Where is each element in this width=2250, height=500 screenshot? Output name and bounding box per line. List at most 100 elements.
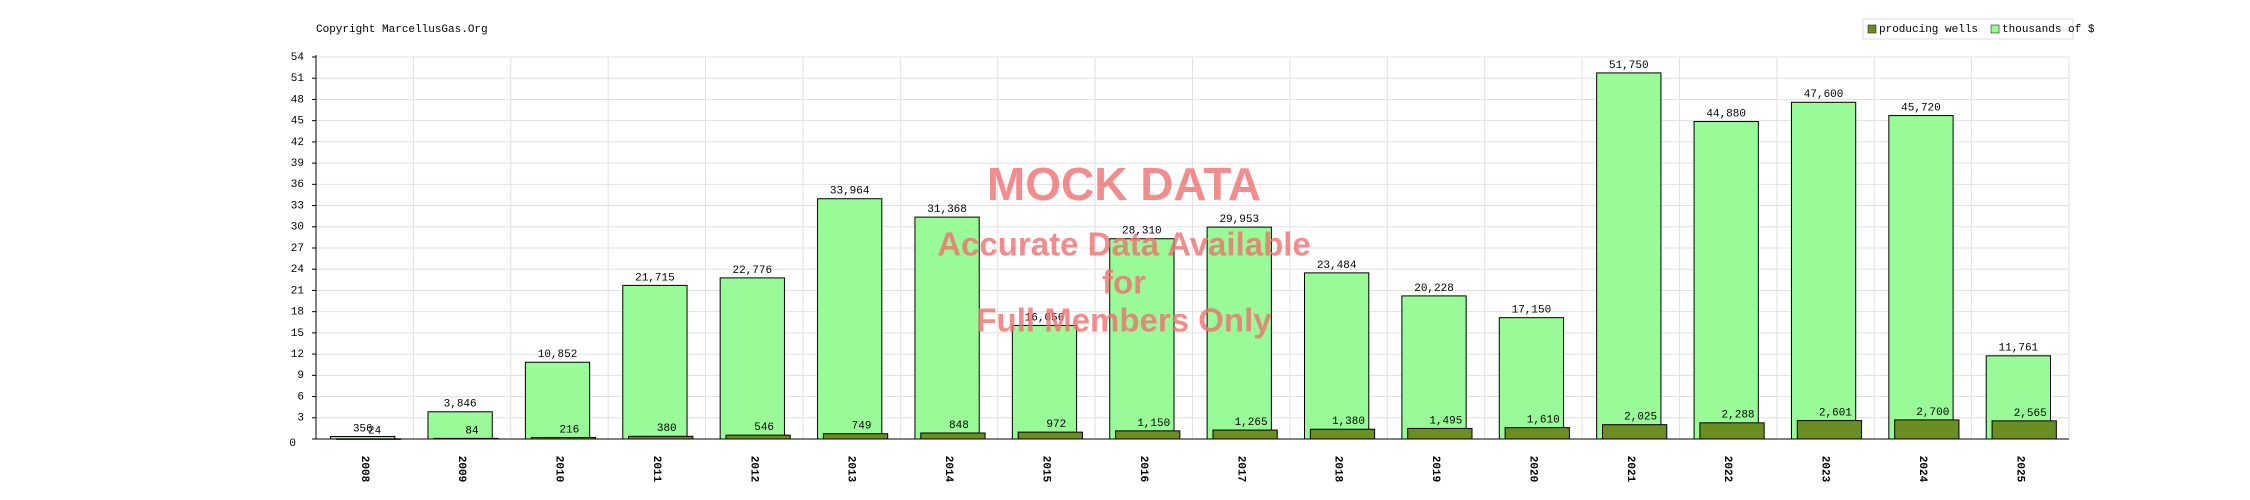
watermark: for — [1102, 264, 1146, 301]
bar — [1309, 428, 1376, 440]
value-label: 2,025 — [1624, 412, 1657, 424]
value-label: 44,880 — [1706, 108, 1746, 120]
legend: producing wells thousands of $ — [1862, 18, 2095, 40]
x-tick-label: 2022 — [1721, 456, 1733, 482]
value-label: 749 — [852, 421, 872, 433]
value-label: 31,368 — [927, 204, 967, 216]
bar — [1596, 72, 1662, 440]
bar — [1894, 419, 1960, 440]
y-tick-label: 6 — [297, 391, 304, 403]
bar — [1504, 427, 1570, 440]
y-tick-label: 30 — [291, 222, 304, 234]
copyright: Copyright MarcellusGas.Org — [316, 24, 488, 36]
y-tick-label: 18 — [291, 307, 304, 319]
bar — [1303, 272, 1370, 440]
bar — [1888, 115, 1954, 440]
bar — [622, 284, 688, 440]
bar — [1401, 295, 1467, 440]
y-tick-label: 12 — [291, 349, 304, 361]
value-label: 1,495 — [1429, 415, 1462, 427]
x-tick-label: 2019 — [1429, 456, 1441, 482]
value-label: 51,750 — [1609, 60, 1649, 72]
value-label: 16,056 — [1025, 312, 1065, 324]
x-tick-label: 2025 — [2013, 456, 2025, 483]
y-tick-label: 21 — [291, 285, 305, 297]
value-label: 33,964 — [830, 186, 870, 198]
x-tick-label: 2010 — [553, 456, 565, 482]
legend-swatch — [1990, 24, 2000, 34]
value-label: 1,380 — [1332, 416, 1365, 428]
value-label: 23,484 — [1317, 260, 1357, 272]
watermark: Full Members Only — [976, 302, 1272, 339]
x-tick-label: 2021 — [1624, 456, 1636, 483]
value-label: 972 — [1046, 419, 1066, 431]
value-label: 3,846 — [444, 399, 477, 411]
legend-label: producing wells — [1879, 24, 1978, 36]
x-tick-label: 2014 — [942, 456, 954, 483]
value-label: 2,700 — [1916, 407, 1949, 419]
watermark: Accurate Data Available — [937, 226, 1311, 263]
x-tick-label: 2016 — [1137, 456, 1149, 482]
bar — [427, 411, 493, 440]
x-tick-label: 2012 — [747, 456, 759, 482]
x-tick-label: 2009 — [455, 456, 467, 482]
value-label: 1,265 — [1235, 417, 1268, 429]
y-tick-label: 36 — [291, 179, 304, 191]
value-label: 11,761 — [1999, 343, 2039, 355]
value-label: 2,565 — [2014, 408, 2047, 420]
value-label: 10,852 — [538, 349, 578, 361]
value-label: 546 — [754, 422, 774, 434]
y-tick-label: 15 — [291, 328, 304, 340]
x-tick-label: 2013 — [845, 456, 857, 483]
bar — [1498, 317, 1565, 440]
bar — [628, 435, 694, 440]
y-tick-label: 42 — [291, 137, 304, 149]
value-label: 1,610 — [1527, 415, 1560, 427]
value-label: 17,150 — [1512, 305, 1552, 317]
bar — [1212, 429, 1278, 440]
bar — [433, 437, 499, 440]
value-label: 21,715 — [635, 272, 675, 284]
value-label: 2,288 — [1722, 410, 1755, 422]
legend-box — [1862, 18, 2074, 40]
bar — [1991, 420, 2057, 440]
legend-swatch — [1867, 24, 1877, 34]
y-tick-label: 48 — [291, 94, 304, 106]
value-label: 2,601 — [1819, 408, 1852, 420]
x-tick-label: 2015 — [1040, 456, 1052, 483]
value-label: 84 — [465, 425, 479, 437]
value-label: 45,720 — [1901, 102, 1941, 114]
x-tick-label: 2017 — [1234, 456, 1246, 482]
bar — [524, 361, 591, 440]
x-tick-label: 2024 — [1916, 456, 1928, 483]
y-tick-label: 51 — [291, 73, 305, 85]
bar — [1796, 420, 1863, 440]
value-label: 28,310 — [1122, 226, 1162, 238]
value-label: 29,953 — [1219, 214, 1259, 226]
x-tick-label: 2011 — [650, 456, 662, 483]
bar — [1790, 101, 1857, 440]
bar — [530, 436, 597, 440]
x-tick-label: 2020 — [1526, 456, 1538, 482]
bar — [1011, 324, 1078, 440]
bar — [1602, 424, 1668, 440]
legend-label: thousands of $ — [2002, 24, 2095, 36]
value-label: 1,150 — [1137, 418, 1170, 430]
x-tick-label: 2008 — [358, 456, 370, 483]
bar — [1206, 226, 1272, 440]
bar — [822, 433, 889, 440]
y-tick-label: 33 — [291, 200, 304, 212]
value-label: 22,776 — [732, 265, 772, 277]
bar — [817, 198, 883, 440]
bar — [719, 277, 785, 440]
bar — [914, 216, 980, 440]
y-tick-label: 0 — [289, 438, 296, 450]
y-tick-label: 45 — [291, 116, 304, 128]
value-label: 848 — [949, 420, 969, 432]
y-tick-label: 54 — [291, 52, 305, 64]
bar — [725, 434, 791, 440]
y-tick-label: 24 — [291, 264, 305, 276]
y-tick-label: 27 — [291, 243, 304, 255]
y-tick-label: 3 — [297, 413, 304, 425]
x-tick-label: 2023 — [1819, 456, 1831, 483]
